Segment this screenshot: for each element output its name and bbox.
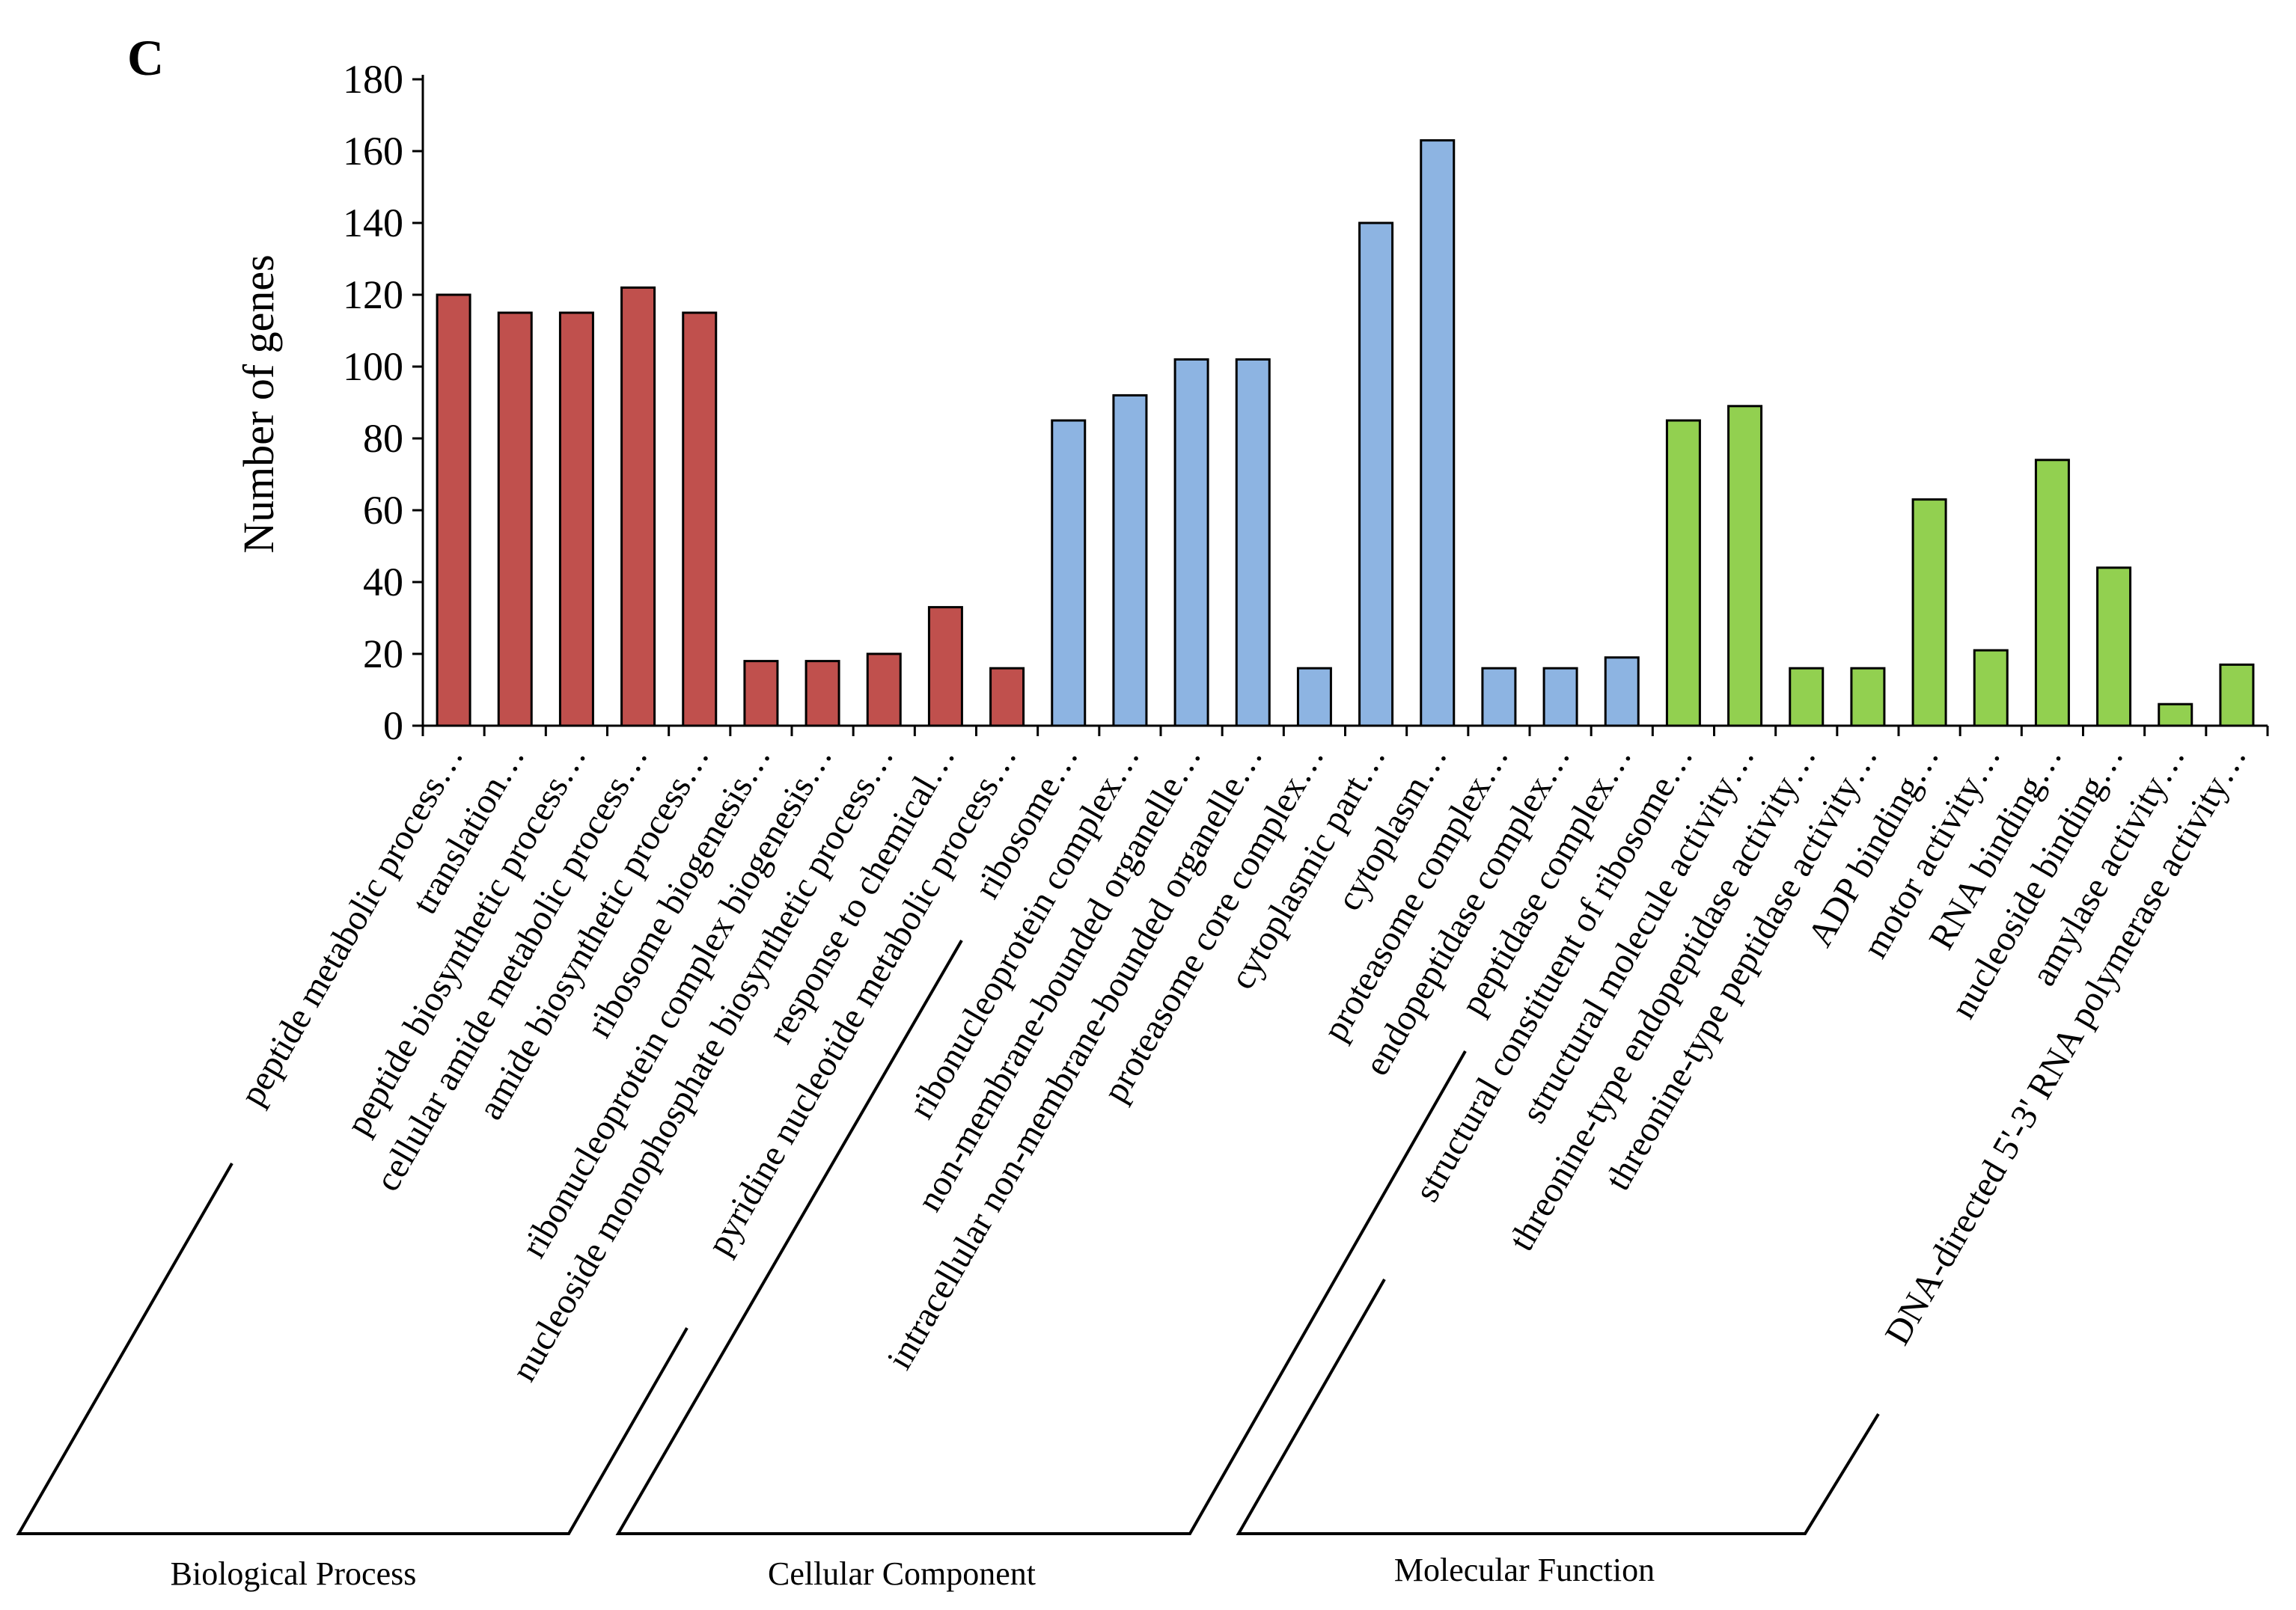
axes xyxy=(421,75,2269,736)
bars xyxy=(436,139,2255,727)
bar xyxy=(2034,459,2070,727)
group-bracket xyxy=(1236,1279,1880,1535)
bar xyxy=(1604,656,1640,727)
bar xyxy=(1850,667,1886,727)
bar xyxy=(927,606,963,727)
bar xyxy=(620,286,656,727)
bar xyxy=(436,293,471,727)
group-label: Biological Process xyxy=(171,1555,417,1592)
group-bracket xyxy=(16,1163,689,1535)
group-label: Cellular Component xyxy=(768,1555,1036,1592)
y-tick-label: 160 xyxy=(343,129,403,174)
bar xyxy=(804,660,840,727)
y-tick-label: 20 xyxy=(363,631,403,676)
group-bracket xyxy=(615,939,1467,1535)
y-tick-label: 0 xyxy=(383,703,403,748)
bar xyxy=(1420,139,1456,727)
y-tick-label: 100 xyxy=(343,344,403,389)
y-tick-label: 60 xyxy=(363,488,403,533)
group-brackets: Biological Process Cellular Component Mole… xyxy=(16,939,1880,1592)
bar xyxy=(1727,405,1763,727)
y-axis-ticks: 0 20 40 60 80 100 120 140 160 180 xyxy=(343,57,423,748)
bar xyxy=(1973,649,2009,727)
y-tick-label: 80 xyxy=(363,416,403,461)
y-tick-label: 40 xyxy=(363,560,403,604)
bar xyxy=(558,311,594,727)
bar xyxy=(1358,221,1394,727)
bar xyxy=(1542,667,1578,727)
bar xyxy=(2219,663,2255,727)
x-tick-labels: peptide metabolic process…translation…pe… xyxy=(232,738,2254,1388)
bar xyxy=(682,311,718,727)
y-tick-label: 180 xyxy=(343,57,403,102)
bar xyxy=(743,660,779,727)
bar xyxy=(1911,498,1947,727)
bar xyxy=(1665,419,1701,727)
bar xyxy=(2158,703,2193,727)
bar xyxy=(1789,667,1825,727)
bar xyxy=(1235,358,1271,727)
bar xyxy=(1112,394,1148,727)
bar xyxy=(1296,667,1332,727)
bar xyxy=(1173,358,1209,727)
x-tick-label: peptide metabolic process… xyxy=(232,738,471,1112)
bar xyxy=(1051,419,1087,727)
bar xyxy=(866,652,902,727)
bar xyxy=(497,311,533,727)
group-label: Molecular Function xyxy=(1394,1552,1655,1588)
y-tick-label: 120 xyxy=(343,272,403,317)
y-tick-label: 140 xyxy=(343,201,403,245)
y-axis-label: Number of genes xyxy=(234,254,283,553)
bar xyxy=(2096,566,2132,727)
bar xyxy=(989,667,1025,727)
bar xyxy=(1481,667,1517,727)
panel-label: C xyxy=(127,29,164,86)
